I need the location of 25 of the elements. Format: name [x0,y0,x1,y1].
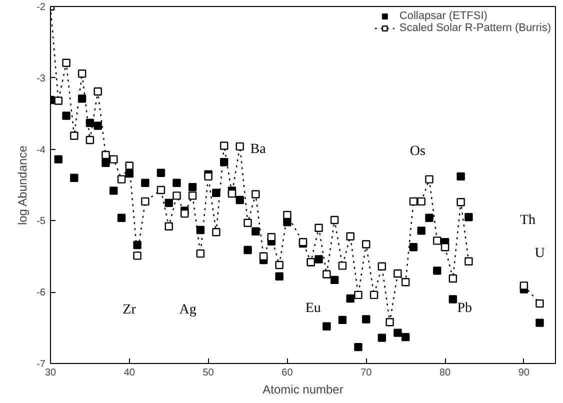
y-tick-label: -2 [36,2,46,13]
annotation: Ag [179,302,196,318]
annotation: Pb [457,301,472,316]
x-tick-label: 70 [360,368,372,378]
annotation: Ba [250,142,267,157]
x-tick-label: 30 [44,368,56,378]
y-tick-label: -3 [36,73,46,84]
y-tick-label: -7 [36,359,46,370]
annotation: Os [410,144,426,159]
x-tick-label: 80 [439,368,452,378]
y-axis-title: log Abundance [16,145,30,226]
x-axis-title: Atomic number [262,382,344,396]
y-tick-label: -4 [36,144,46,156]
x-tick-label: 40 [124,368,136,378]
annotation: U [534,246,545,262]
annotation: Eu [305,301,321,316]
x-tick-label: 60 [282,368,294,378]
annotation: Zr [122,302,136,318]
y-tick-label: -5 [36,216,46,228]
y-tick-label: -6 [36,288,46,299]
annotation: Th [520,213,536,228]
legend-label: Collapsar (ETFSI) [399,10,488,22]
x-tick-label: 50 [202,368,214,378]
x-tick-label: 90 [518,368,530,378]
legend-label: Scaled Solar R-Pattern (Burris) [399,22,551,34]
